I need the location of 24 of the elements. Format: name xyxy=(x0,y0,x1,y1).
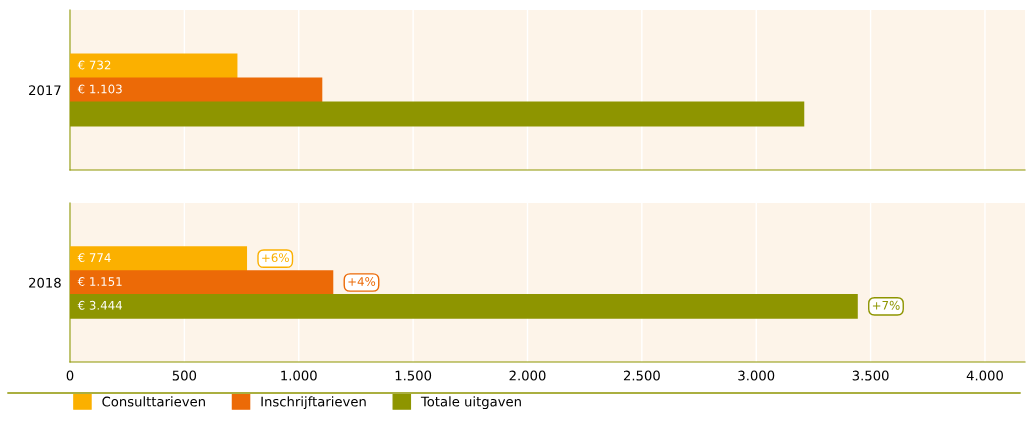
data-label: € 3.444 xyxy=(77,300,123,310)
legend-label: Inschrijftarieven xyxy=(261,396,366,410)
y-tick-label: 2018 xyxy=(29,277,61,288)
x-tick-label: 2.500 xyxy=(623,370,660,381)
x-tick-label: 1.500 xyxy=(395,370,432,381)
data-label: € 1.103 xyxy=(77,84,122,94)
annotation: +6% xyxy=(262,253,289,263)
x-tick-label: 4.000 xyxy=(966,370,1003,381)
data-label: € 774 xyxy=(77,253,111,263)
legend-label: Consulttarieven xyxy=(102,396,205,407)
annotation: +7% xyxy=(872,300,900,310)
x-tick-label: 1.000 xyxy=(281,370,317,381)
x-tick-label: 2.000 xyxy=(509,370,546,381)
legend-label: Totale uitgaven xyxy=(420,396,521,410)
bar xyxy=(70,270,334,295)
y-tick-label: 2017 xyxy=(29,85,61,96)
x-tick-label: 0 xyxy=(66,370,74,381)
annotation: +4% xyxy=(348,277,376,286)
data-label: € 1.151 xyxy=(77,277,122,286)
x-tick-label: 3.000 xyxy=(738,370,775,381)
x-tick-label: 500 xyxy=(172,370,197,381)
data-label: € 732 xyxy=(77,60,111,70)
bar xyxy=(70,246,248,271)
x-tick-label: 3.500 xyxy=(852,370,889,381)
